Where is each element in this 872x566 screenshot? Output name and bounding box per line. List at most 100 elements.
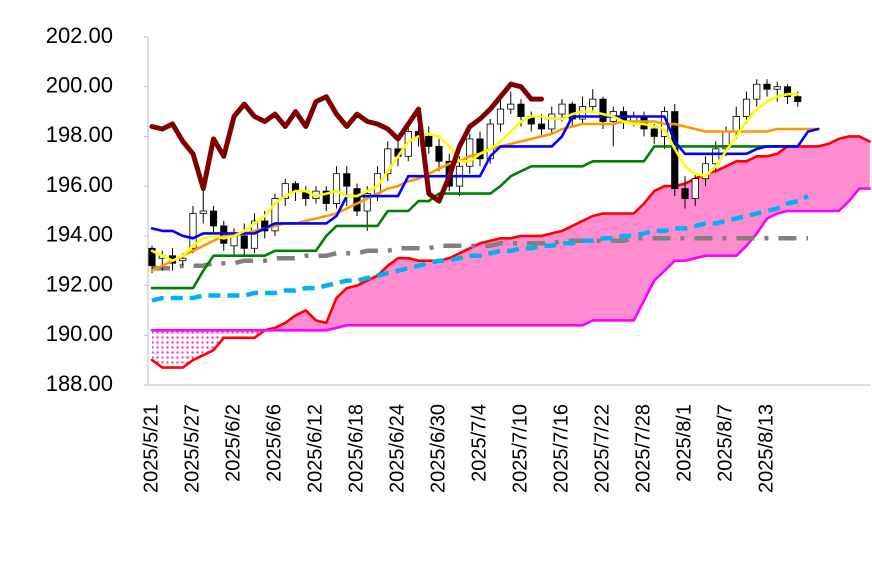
candle-body [763, 83, 771, 90]
line [151, 194, 809, 303]
line [150, 135, 871, 369]
x-tick-label: 2025/8/7 [714, 404, 736, 482]
candle-body [343, 173, 351, 187]
cloud-fill [162, 330, 173, 368]
candle-body [209, 210, 218, 227]
candle-body [599, 98, 607, 122]
cloud-fill [623, 213, 634, 321]
candle-body [179, 257, 187, 262]
x-tick-label: 2025/7/28 [632, 404, 654, 493]
y-tick-label: 188.00 [46, 371, 113, 396]
candle-body [148, 247, 156, 267]
candle-body [773, 86, 781, 90]
candle-body [589, 98, 597, 108]
cloud-fill [715, 165, 727, 256]
line [150, 115, 820, 240]
y-tick-label: 198.00 [46, 122, 113, 147]
cloud-fill [418, 260, 429, 326]
x-tick-label: 2025/7/4 [468, 404, 490, 482]
line [150, 187, 871, 332]
x-tick-label: 2025/6/6 [263, 404, 285, 482]
candle-body [363, 193, 371, 212]
x-tick-label: 2025/6/18 [345, 404, 367, 493]
cloud-fill [223, 330, 234, 338]
candle-body [353, 188, 361, 212]
candle-body [271, 198, 279, 232]
candle-body [783, 86, 792, 98]
cloud-fill [592, 213, 604, 321]
cloud-fill [613, 213, 624, 321]
line [149, 81, 544, 204]
cloud-fill [244, 330, 255, 338]
cloud-fill [746, 155, 757, 247]
cloud-fill [152, 330, 163, 368]
cloud-fill [654, 185, 665, 282]
x-tick-label: 2025/8/13 [755, 404, 777, 493]
cloud-fill [582, 215, 593, 326]
x-tick-label: 2025/8/1 [673, 404, 695, 482]
candle-body [322, 190, 330, 204]
cloud-fill [859, 136, 870, 189]
cloud-fill [346, 285, 358, 326]
y-tick-label: 190.00 [46, 321, 113, 346]
cloud-fill [428, 260, 440, 326]
candle-body [681, 188, 689, 199]
candle-body [517, 103, 525, 117]
cloud-fill [234, 330, 245, 338]
cloud-fill [828, 138, 839, 212]
candle-body [435, 145, 443, 162]
x-tick-label: 2025/6/12 [304, 404, 326, 493]
candle-body [701, 163, 710, 180]
y-tick-label: 202.00 [46, 23, 113, 48]
candle-body [332, 173, 341, 204]
cloud-fill [705, 170, 716, 256]
x-tick-label: 2025/7/16 [550, 404, 572, 493]
y-tick-label: 200.00 [46, 73, 113, 98]
cloud-fill [356, 280, 368, 326]
candle-body [240, 235, 248, 249]
cloud-fill [172, 330, 183, 368]
x-tick-label: 2025/6/2 [222, 404, 244, 482]
candle-body [548, 113, 556, 130]
candle-body [537, 123, 546, 130]
cloud-fill [438, 257, 450, 326]
cloud-fill [725, 160, 737, 256]
cloud-fill [367, 275, 378, 326]
cloud-fill [797, 146, 809, 212]
x-tick-label: 2025/7/10 [509, 404, 531, 493]
line [152, 236, 808, 271]
y-tick-label: 196.00 [46, 172, 113, 197]
candle-body [691, 178, 699, 199]
candle-body [476, 138, 484, 160]
x-tick-label: 2025/5/27 [181, 404, 203, 493]
cloud-fill [818, 143, 829, 212]
y-tick-label: 192.00 [46, 271, 113, 296]
cloud-fill [807, 146, 819, 212]
x-tick-label: 2025/6/24 [386, 404, 408, 493]
candle-body [712, 148, 720, 165]
candle-body [558, 103, 566, 115]
candle-body [496, 108, 505, 125]
cloud-fill [203, 330, 214, 356]
candle-body [199, 210, 207, 214]
cloud-fill [182, 330, 193, 368]
cloud-fill [387, 257, 399, 326]
cloud-fill [736, 161, 747, 257]
candle-body [384, 148, 392, 175]
candle-body [732, 116, 740, 132]
candle-body [189, 213, 197, 249]
candle-body [753, 83, 761, 100]
candle-body [425, 136, 433, 147]
cloud-fill [572, 220, 583, 326]
x-tick-label: 2025/7/22 [591, 404, 613, 493]
line [150, 145, 800, 290]
candle-body [650, 128, 658, 137]
x-tick-label: 2025/6/30 [427, 404, 449, 493]
y-tick-label: 194.00 [46, 222, 113, 247]
cloud-fill [838, 136, 850, 212]
candle-body [794, 96, 802, 103]
candle-body [742, 98, 751, 117]
candle-body [466, 138, 474, 167]
